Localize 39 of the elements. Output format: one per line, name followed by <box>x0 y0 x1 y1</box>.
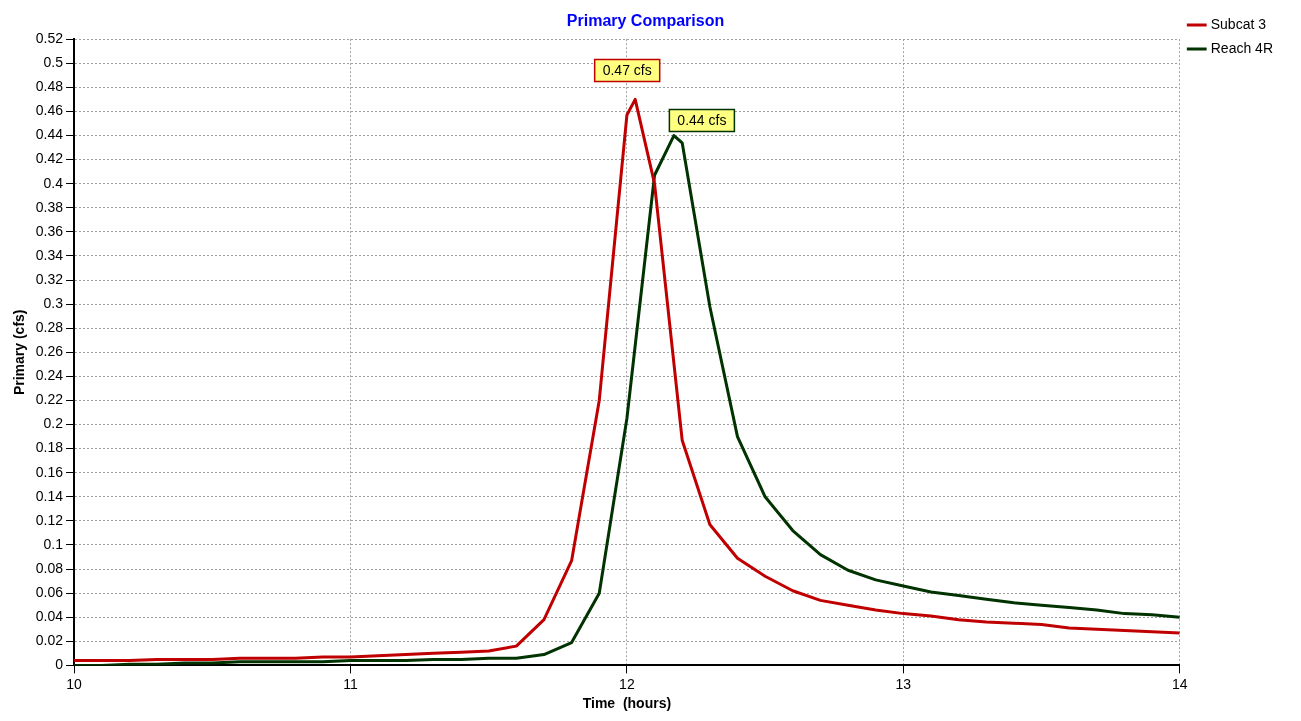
y-tick-label: 0.18 <box>35 439 64 456</box>
x-tick-label: 14 <box>1171 675 1188 692</box>
y-tick-label: 0.52 <box>35 30 64 47</box>
y-tick-label: 0.42 <box>35 150 64 167</box>
y-tick-label: 0.46 <box>35 102 64 119</box>
y-tick-label: 0 <box>55 656 64 673</box>
x-tick-label: 10 <box>66 675 83 692</box>
y-tick-label: 0.38 <box>35 198 64 215</box>
y-tick-label: 0.26 <box>35 343 64 360</box>
x-axis-title: Time (hours) <box>582 695 672 712</box>
y-axis-title: Primary (cfs) <box>11 309 28 396</box>
y-tick-label: 0.32 <box>35 270 64 287</box>
x-tick-label: 13 <box>895 675 912 692</box>
y-tick-label: 0.06 <box>35 584 64 601</box>
y-tick-label: 0.14 <box>35 487 64 504</box>
y-tick-label: 0.44 <box>35 126 64 143</box>
y-tick-label: 0.34 <box>35 246 64 263</box>
x-tick-label: 12 <box>619 675 635 692</box>
y-tick-label: 0.22 <box>35 391 64 408</box>
x-tick-label: 11 <box>343 675 358 692</box>
annotation: 0.44 cfs <box>677 112 727 129</box>
legend-label: Subcat 3 <box>1210 15 1267 32</box>
chart-title: Primary Comparison <box>566 12 725 30</box>
y-tick-label: 0.36 <box>35 222 64 239</box>
y-tick-label: 0.02 <box>35 632 64 649</box>
y-tick-label: 0.28 <box>35 319 64 336</box>
y-tick-label: 0.48 <box>35 78 64 95</box>
y-tick-label: 0.08 <box>35 559 64 576</box>
y-tick-label: 0.12 <box>35 511 64 528</box>
y-tick-label: 0.3 <box>43 294 64 311</box>
legend-label: Reach 4R <box>1210 39 1274 56</box>
y-tick-label: 0.5 <box>43 54 64 71</box>
y-tick-label: 0.04 <box>35 608 64 625</box>
y-tick-label: 0.4 <box>43 174 64 191</box>
y-tick-label: 0.1 <box>43 535 64 552</box>
annotation: 0.47 cfs <box>602 62 652 79</box>
y-tick-label: 0.24 <box>35 367 64 384</box>
y-tick-label: 0.2 <box>43 415 64 432</box>
y-tick-label: 0.16 <box>35 463 64 480</box>
